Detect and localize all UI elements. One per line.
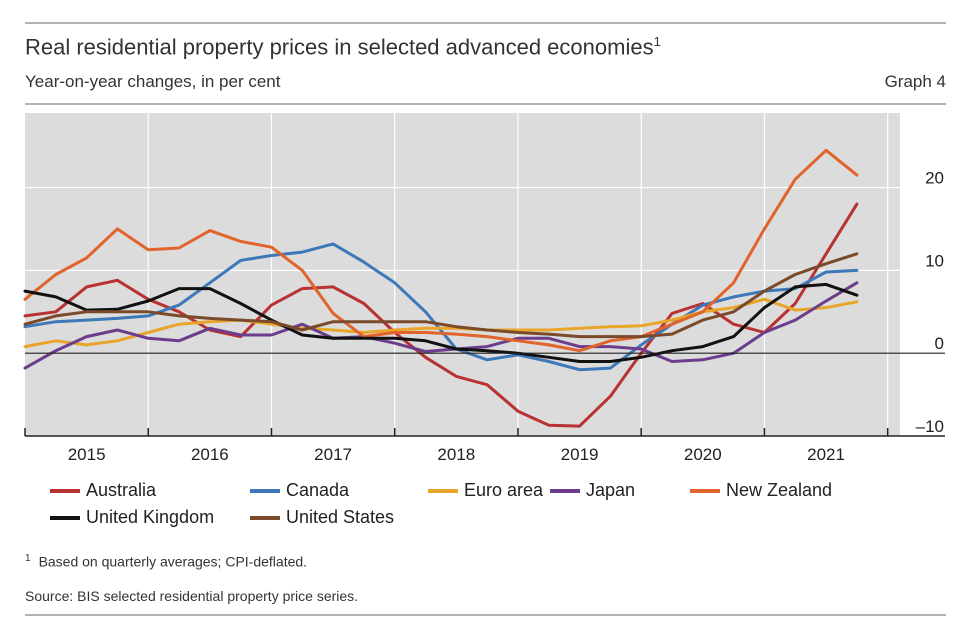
series-lines	[23, 148, 859, 428]
x-tick-label: 2015	[68, 445, 106, 464]
series-line-canada	[23, 242, 859, 372]
title-footnote-mark: 1	[653, 34, 661, 49]
top-rule	[25, 22, 946, 24]
series-line-japan	[23, 281, 859, 370]
legend-item-canada: Canada	[250, 480, 349, 501]
y-tick-label: 20	[925, 169, 944, 188]
footnote: 1 Based on quarterly averages; CPI-deflat…	[25, 553, 308, 570]
y-tick-label: 0	[935, 334, 944, 353]
y-tick-label: 10	[925, 251, 944, 270]
line-chart: 2015 2016 2017 2018 2019 2020 2021 20 10 0 –10	[23, 113, 945, 464]
legend-swatch	[250, 488, 280, 493]
legend-label: United States	[286, 507, 395, 527]
series-line-united-kingdom	[23, 282, 859, 363]
chart-subtitle: Year-on-year changes, in per cent	[25, 72, 281, 91]
x-tick-label: 2020	[684, 445, 722, 464]
bottom-rule	[25, 614, 946, 616]
x-tick-label: 2021	[807, 445, 845, 464]
legend-label: Australia	[86, 480, 157, 500]
x-tick-label: 2019	[561, 445, 599, 464]
legend-item-united-kingdom: United Kingdom	[50, 507, 214, 528]
legend-swatch	[428, 488, 458, 493]
legend-item-new-zealand: New Zealand	[690, 480, 832, 501]
legend-swatch	[690, 488, 720, 493]
legend-swatch	[250, 515, 280, 520]
series-line-australia	[23, 202, 859, 428]
series-line-united-states	[23, 252, 859, 339]
plot-area	[25, 113, 900, 436]
x-tick-label: 2018	[437, 445, 475, 464]
legend-label: Euro area	[464, 480, 544, 500]
graph-number: Graph 4	[884, 72, 946, 91]
legend-item-united-states: United States	[250, 507, 394, 528]
legend-item-japan: Japan	[550, 480, 635, 501]
series-line-new-zealand	[23, 148, 859, 353]
source-note: Source: BIS selected residential propert…	[25, 588, 359, 604]
legend-swatch	[50, 515, 80, 520]
x-tick-label: 2016	[191, 445, 229, 464]
legend-label: New Zealand	[726, 480, 833, 500]
y-tick-label: –10	[916, 417, 944, 436]
chart-title: Real residential property prices in sele…	[25, 34, 661, 60]
legend-item-australia: Australia	[50, 480, 156, 501]
legend-item-euro-area: Euro area	[428, 480, 543, 501]
legend-swatch	[550, 488, 580, 493]
footnote-mark: 1	[25, 553, 31, 564]
x-tick-label: 2017	[314, 445, 352, 464]
header-rule	[25, 103, 946, 105]
legend-label: Canada	[286, 480, 350, 500]
legend-label: Japan	[586, 480, 636, 500]
series-line-euro-area	[23, 297, 859, 349]
legend-label: United Kingdom	[86, 507, 215, 527]
axes: 2015 2016 2017 2018 2019 2020 2021 20 10 0 –10	[24, 169, 945, 464]
legend-swatch	[50, 488, 80, 493]
